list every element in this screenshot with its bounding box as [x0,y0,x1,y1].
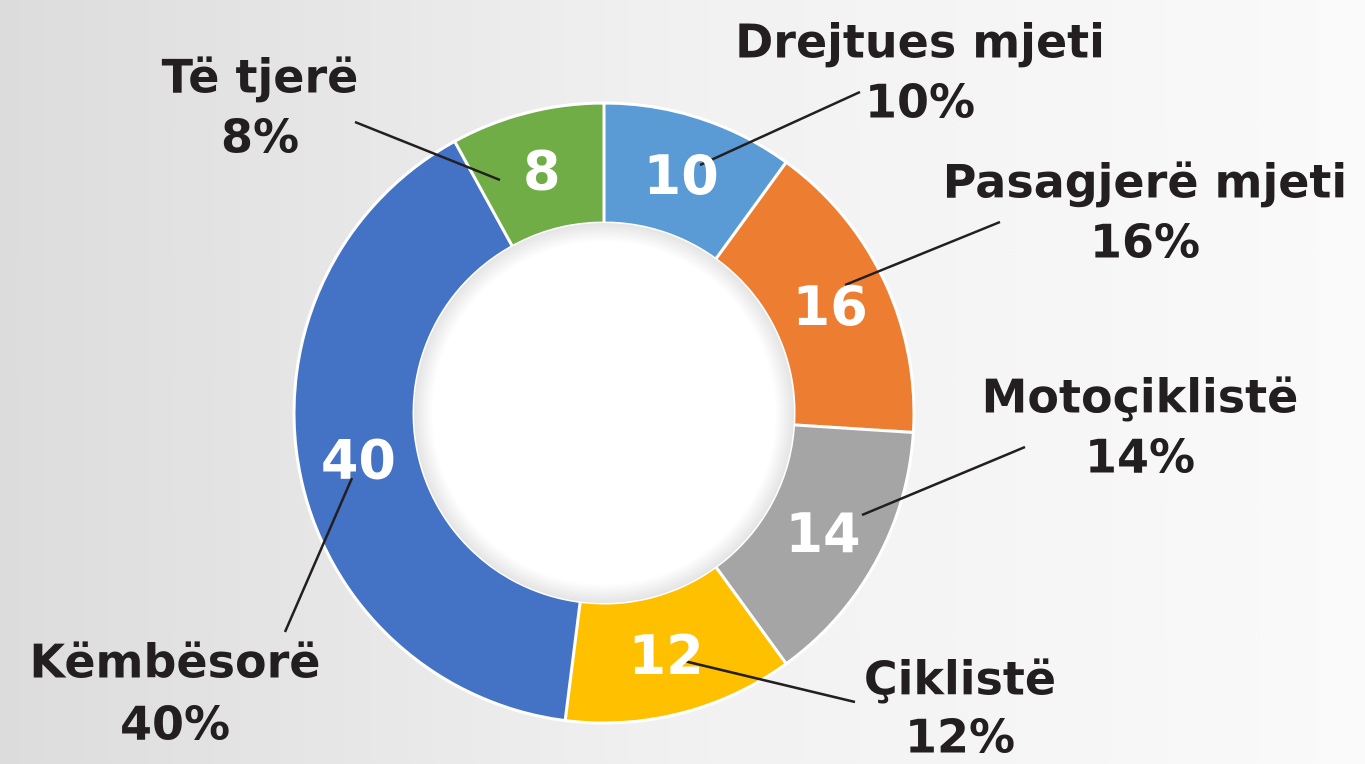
leader-line [861,445,1026,517]
leader-line [354,120,501,182]
slice-value-label: 12 [629,624,704,687]
leader-line [699,90,861,167]
slice-value-label: 14 [785,502,860,565]
leader-line [844,220,1001,287]
slice-value-label: 16 [793,275,868,338]
leader-line [283,477,354,633]
donut-hole [414,223,794,603]
category-label: Motoçiklistë [982,370,1299,424]
category-label: Pasagjerë mjeti [943,155,1347,209]
percent-label: 14% [1085,430,1195,484]
slice-value-label: 40 [321,428,396,491]
slice-value-label: 8 [523,139,561,202]
category-label: Këmbësorë [30,635,321,689]
slice-value-label: 10 [644,144,719,207]
category-label: Drejtues mjeti [735,15,1105,69]
percent-label: 8% [221,110,299,164]
category-label: Çiklistë [864,652,1056,706]
percent-label: 16% [1090,215,1200,269]
leader-line [679,658,856,704]
percent-label: 10% [865,75,975,129]
percent-label: 12% [905,710,1015,764]
category-label: Të tjerë [162,50,359,104]
percent-label: 40% [120,697,230,751]
